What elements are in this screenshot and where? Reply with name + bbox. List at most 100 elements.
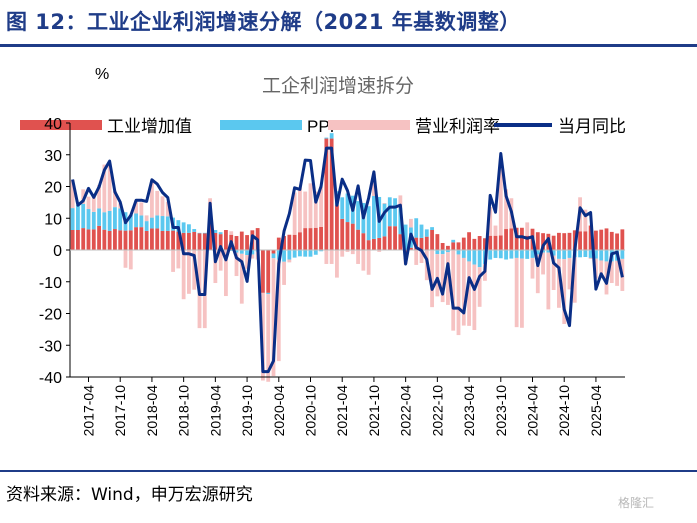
industrial-value-added-bar [361, 233, 366, 250]
ppi-bar [187, 224, 191, 233]
operating-margin-bar [218, 250, 223, 271]
industrial-value-added-bar [525, 235, 530, 250]
operating-margin-bar [107, 163, 112, 211]
y-axis-unit: % [95, 66, 109, 83]
industrial-value-added-bar [514, 227, 519, 250]
ppi-bar [76, 205, 80, 230]
industrial-value-added-bar [493, 235, 498, 250]
operating-margin-bar [308, 183, 313, 229]
industrial-value-added-bar [70, 229, 75, 250]
industrial-value-added-bar [435, 234, 440, 250]
x-tick-label: 2017-04 [81, 385, 97, 437]
operating-margin-bar [414, 250, 419, 265]
industrial-value-added-bar [102, 229, 107, 250]
industrial-value-added-bar [419, 237, 424, 250]
ppi-bar [509, 250, 514, 259]
ppi-bar [298, 250, 302, 257]
industrial-value-added-bar [467, 232, 471, 250]
x-tick-label: 2017-10 [112, 385, 128, 437]
operating-margin-bar [113, 190, 117, 208]
x-tick-label: 2022-04 [398, 385, 414, 437]
industrial-value-added-bar [187, 232, 191, 250]
industrial-value-added-bar [261, 250, 265, 293]
industrial-value-added-bar [509, 228, 514, 250]
ppi-bar [472, 250, 477, 265]
industrial-value-added-bar [498, 235, 503, 250]
industrial-value-added-bar [298, 232, 302, 250]
operating-margin-bar [276, 259, 281, 362]
industrial-value-added-bar [372, 238, 376, 250]
ppi-bar [213, 229, 218, 233]
ppi-bar [282, 250, 286, 262]
industrial-value-added-bar [319, 226, 323, 250]
industrial-value-added-bar [213, 232, 218, 250]
ppi-bar [113, 207, 117, 230]
industrial-value-added-bar [535, 232, 540, 250]
x-tick-label: 2018-10 [176, 385, 192, 437]
operating-margin-bar [234, 252, 239, 277]
operating-margin-bar [562, 259, 567, 324]
watermark: 格隆汇 [618, 496, 655, 510]
operating-margin-bar [250, 254, 255, 259]
y-tick-label: -30 [39, 338, 62, 355]
ppi-bar [102, 212, 107, 230]
operating-margin-bar [350, 250, 355, 255]
ppi-bar [477, 250, 482, 268]
operating-margin-bar [530, 257, 535, 279]
ppi-bar [599, 250, 604, 261]
ppi-bar [488, 250, 493, 260]
ppi-bar [292, 250, 297, 258]
x-tick-label: 2018-04 [144, 385, 160, 437]
profit-growth-chart: 工企利润增速拆分 % 工业增加值 PPI 营业利润率 当月同比 -40 -30 -20 -1… [20, 66, 626, 436]
ppi-bar [86, 209, 91, 230]
operating-margin-bar [514, 257, 519, 328]
ppi-bar [319, 250, 323, 252]
industrial-value-added-bar [451, 242, 456, 250]
industrial-value-added-bar [276, 237, 281, 250]
ppi-bar [414, 218, 419, 238]
operating-margin-bar [525, 222, 530, 236]
legend-ppi-swatch [220, 120, 302, 130]
y-tick-label: 30 [44, 148, 62, 165]
industrial-value-added-bar [239, 231, 244, 250]
industrial-value-added-bar [609, 231, 614, 250]
industrial-value-added-bar [313, 227, 318, 250]
x-axis-ticks: 2017-04 2017-10 2018-04 2018-10 2019-04 2019-… [81, 377, 604, 436]
industrial-value-added-bar [557, 232, 561, 250]
y-tick-label: 10 [44, 211, 62, 228]
operating-margin-bar [213, 250, 218, 284]
industrial-value-added-bar [303, 228, 308, 250]
industrial-value-added-bar [356, 229, 360, 250]
industrial-value-added-bar [287, 234, 292, 250]
operating-margin-bar [176, 250, 181, 269]
ppi-bar [324, 137, 329, 139]
ppi-bar [250, 250, 255, 255]
ppi-bar [604, 250, 609, 262]
x-tick-label: 2025-04 [588, 385, 604, 437]
legend-industrial-value-added-label: 工业增加值 [107, 117, 192, 136]
industrial-value-added-bar [440, 243, 445, 250]
operating-margin-bar [435, 254, 440, 297]
industrial-value-added-bar [134, 227, 138, 250]
industrial-value-added-bar [583, 231, 588, 250]
industrial-value-added-bar [271, 250, 276, 254]
operating-margin-bar [430, 250, 434, 308]
legend-operating-margin-swatch [328, 120, 410, 130]
ppi-bar [287, 250, 292, 260]
operating-margin-bar [287, 259, 292, 263]
industrial-value-added-bar [128, 230, 133, 250]
ppi-bar [165, 216, 170, 231]
ppi-bar [97, 208, 101, 226]
ppi-bar [340, 197, 345, 219]
ppi-bar [239, 250, 244, 254]
industrial-value-added-bar [345, 222, 350, 250]
industrial-value-added-bar [165, 230, 170, 250]
ppi-bar [313, 250, 318, 255]
operating-margin-bar [81, 189, 86, 204]
legend-monthly-yoy: 当月同比 [494, 117, 626, 136]
y-tick-label: -20 [39, 307, 62, 324]
operating-margin-bar [493, 225, 498, 236]
industrial-value-added-bar [446, 245, 450, 250]
industrial-value-added-bar [504, 229, 508, 250]
operating-margin-bar [446, 252, 450, 305]
